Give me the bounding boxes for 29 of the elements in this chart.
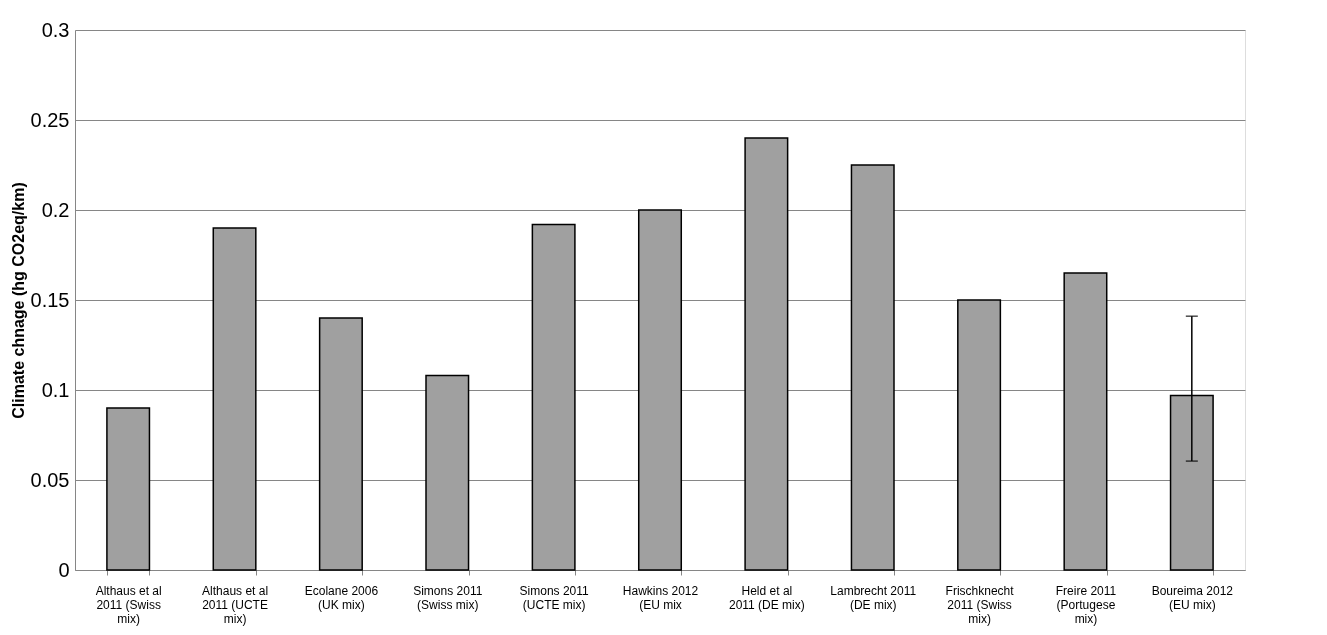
bar [425, 374, 470, 571]
y-tick-label: 0.05 [30, 468, 70, 491]
y-tick-label: 0.2 [41, 198, 70, 221]
x-tick-label: Held et al 2011 (DE mix) [728, 583, 805, 612]
x-tick-label: Simons 2011 (Swiss mix) [413, 583, 483, 612]
x-tick-label: Simons 2011 (UCTE mix) [519, 583, 590, 612]
bar [212, 227, 257, 571]
y-axis-title: Climate chnage (hg CO2eq/km) [9, 182, 27, 419]
x-tick-label: Freire 2011 (Portugese mix) [1055, 583, 1117, 626]
bar [318, 317, 363, 571]
x-tick-label: Frischknecht 2011 (Swiss mix) [945, 583, 1015, 626]
x-tick-label: Hawkins 2012 (EU mix [622, 583, 699, 612]
x-tick-label: Ecolane 2006 (UK mix) [304, 583, 379, 612]
x-tick-label: Boureima 2012 (EU mix) [1151, 583, 1234, 612]
bar [850, 164, 895, 571]
x-tick-label: Lambrecht 2011 (DE mix) [830, 583, 917, 612]
bar [1063, 272, 1108, 571]
x-tick-label: Althaus et al 2011 (UCTE mix) [202, 583, 269, 626]
bar [957, 299, 1002, 571]
y-tick-label: 0.3 [41, 18, 70, 41]
y-tick-label: 0 [58, 558, 70, 581]
bar [744, 137, 789, 571]
y-tick-label: 0.1 [41, 378, 70, 401]
y-tick-label: 0.15 [30, 288, 70, 311]
y-tick-label: 0.25 [30, 108, 70, 131]
x-tick-label: Althaus et al 2011 (Swiss mix) [95, 583, 162, 626]
bar [637, 209, 683, 571]
bar [106, 407, 151, 571]
bar [531, 223, 576, 571]
